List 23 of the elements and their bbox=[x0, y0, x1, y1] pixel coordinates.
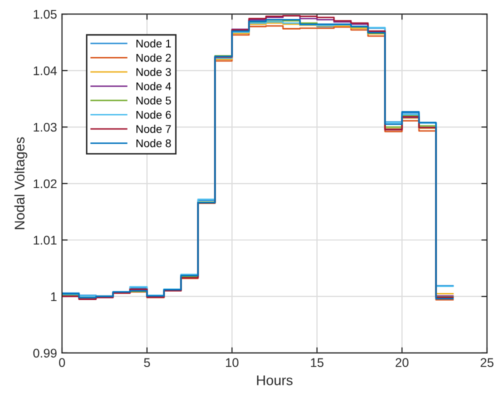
y-tick-label: 1.05 bbox=[34, 10, 57, 19]
x-tick-label: 25 bbox=[480, 358, 494, 367]
x-tick-label: 0 bbox=[59, 358, 65, 367]
legend-label: Node 6 bbox=[136, 110, 171, 119]
legend-label: Node 3 bbox=[136, 68, 171, 76]
y-tick-label: 1.04 bbox=[34, 66, 57, 76]
x-tick-label: 20 bbox=[396, 358, 408, 367]
x-tick-label: 15 bbox=[311, 358, 324, 367]
y-tick-label: 0.99 bbox=[33, 348, 57, 358]
x-tick-label: 10 bbox=[226, 358, 238, 367]
legend-label: Node 4 bbox=[136, 82, 172, 90]
legend-label: Node 2 bbox=[136, 54, 171, 62]
y-tick-label: 1 bbox=[51, 292, 57, 302]
x-tick-label: 5 bbox=[144, 358, 150, 367]
y-axis-title: Nodal Voltages bbox=[14, 137, 28, 230]
legend-label: Node 5 bbox=[136, 96, 171, 104]
x-axis-title: Hours bbox=[257, 376, 293, 386]
y-tick-label: 1.03 bbox=[34, 122, 57, 132]
y-tick-label: 1.02 bbox=[34, 179, 57, 188]
legend-label: Node 1 bbox=[136, 39, 171, 48]
legend-label: Node 7 bbox=[136, 124, 171, 133]
legend-label: Node 8 bbox=[136, 139, 171, 148]
y-tick-label: 1.01 bbox=[34, 236, 57, 245]
